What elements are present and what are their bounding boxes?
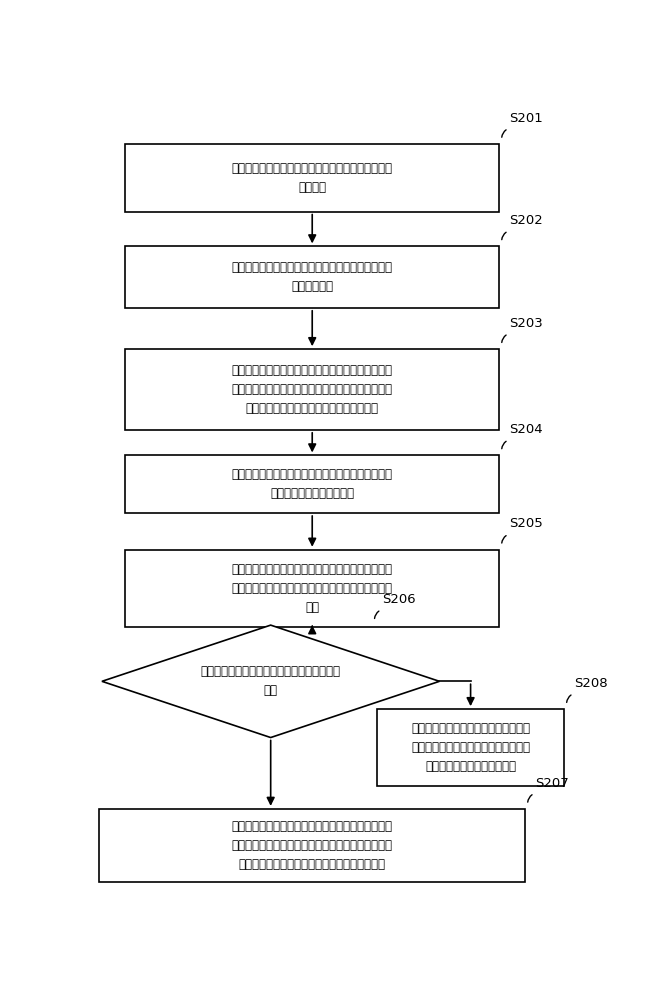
FancyBboxPatch shape	[125, 246, 499, 308]
Text: S205: S205	[510, 517, 543, 530]
FancyBboxPatch shape	[125, 349, 499, 430]
Text: 确定所述第二集合中所述目标面辅料的实际尺寸之和
，以及所述待生产物品所需的目标面辅料的理论尺寸
之和: 确定所述第二集合中所述目标面辅料的实际尺寸之和 ，以及所述待生产物品所需的目标面…	[232, 563, 393, 614]
FancyBboxPatch shape	[125, 144, 499, 212]
Text: S206: S206	[383, 593, 416, 606]
Text: 确定所述目标面辅料对应的第二集合，所述第二集合
包括一卷或多卷目标面辅料: 确定所述目标面辅料对应的第二集合，所述第二集合 包括一卷或多卷目标面辅料	[232, 468, 393, 500]
Text: 判断所述实际尺寸之和是否小于所述理论尺寸
之和: 判断所述实际尺寸之和是否小于所述理论尺寸 之和	[201, 665, 340, 697]
Text: 根据编码信息对应物料清单，确定待生产物品所需面
辅料的第一集合，第一集合包括至少一种面辅料，依
次将第一集合中每种面辅料作为目标面辅料: 根据编码信息对应物料清单，确定待生产物品所需面 辅料的第一集合，第一集合包括至少…	[232, 364, 393, 415]
Text: S204: S204	[510, 423, 543, 436]
Text: 若所述实际尺寸之和大于或等于所述理
论尺寸之和，则确定所述第二集合中每
卷所述目标面辅料的出库顺序: 若所述实际尺寸之和大于或等于所述理 论尺寸之和，则确定所述第二集合中每 卷所述目…	[411, 722, 530, 773]
Polygon shape	[102, 625, 440, 738]
Text: 根据所述待生产物品的编码信息，获取所述编码信息
对应物料清单: 根据所述待生产物品的编码信息，获取所述编码信息 对应物料清单	[232, 261, 393, 293]
Text: S208: S208	[574, 677, 608, 690]
FancyBboxPatch shape	[125, 455, 499, 513]
Text: S202: S202	[510, 214, 543, 227]
Text: 接收生产工单，从所述生产工单中获取待生产物品的
编码信息: 接收生产工单，从所述生产工单中获取待生产物品的 编码信息	[232, 162, 393, 194]
Text: S203: S203	[510, 317, 543, 330]
FancyBboxPatch shape	[377, 709, 564, 786]
FancyBboxPatch shape	[99, 809, 525, 882]
Text: S201: S201	[510, 112, 543, 125]
Text: 若所述实际尺寸之和小于所述理论尺寸之和，则确定
并选择第三集合中用于代替所述目标面辅料的候选面
辅料，所述第三集合包括预设种类的候选面辅料: 若所述实际尺寸之和小于所述理论尺寸之和，则确定 并选择第三集合中用于代替所述目标…	[232, 820, 393, 871]
FancyBboxPatch shape	[125, 550, 499, 627]
Text: S207: S207	[535, 777, 570, 790]
